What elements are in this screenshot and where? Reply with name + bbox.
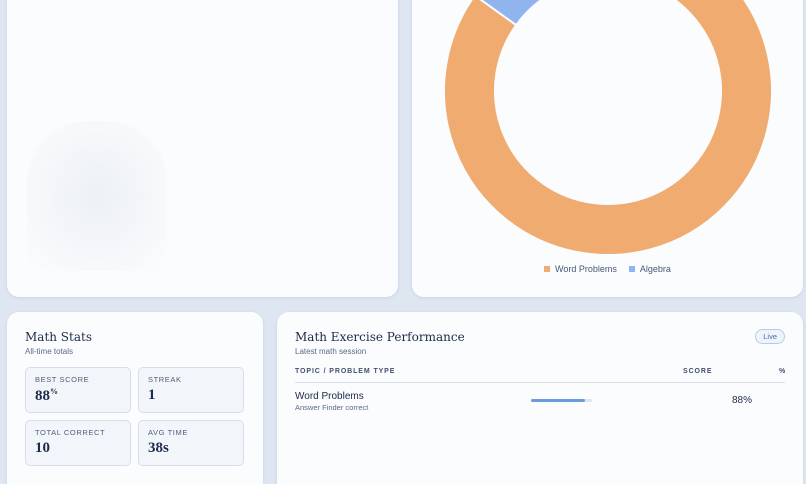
score-bar-fill	[531, 399, 585, 402]
row-percent: 88%	[732, 395, 753, 406]
stat-value: 38s	[148, 440, 169, 456]
card-subtitle: All-time totals	[25, 347, 74, 356]
live-badge: Live	[755, 329, 785, 344]
stat-label: AVG TIME	[148, 428, 188, 437]
stat-label: STREAK	[148, 375, 182, 384]
empty-chart-card	[7, 0, 398, 297]
row-subtitle: Answer Finder correct	[295, 403, 369, 412]
column-header-topic[interactable]: TOPIC / PROBLEM TYPE	[295, 368, 396, 375]
stat-avg-time: AVG TIME 38s	[138, 420, 244, 466]
card-subtitle: Latest math session	[295, 347, 367, 356]
column-header-score[interactable]: SCORE	[683, 368, 713, 375]
stat-value: 10	[35, 440, 50, 456]
stat-best-score: BEST SCORE 88%	[25, 367, 131, 413]
row-title: Word Problems	[295, 391, 364, 402]
stat-value: 1	[148, 387, 156, 403]
legend-label: Algebra	[639, 264, 671, 274]
legend-swatch	[544, 266, 551, 272]
card-title: Math Exercise Performance	[295, 330, 465, 344]
stat-label: TOTAL CORRECT	[35, 428, 106, 437]
math-stats-card: Math Stats All-time totals BEST SCORE 88…	[7, 312, 263, 484]
topic-donut-card: Word Problems Algebra	[412, 0, 803, 297]
stat-total-correct: TOTAL CORRECT 10	[25, 420, 131, 466]
donut-slice-word-problems[interactable]	[443, 0, 773, 256]
stat-label: BEST SCORE	[35, 375, 90, 384]
legend-item-algebra[interactable]: Algebra	[628, 264, 671, 274]
legend-label: Word Problems	[555, 264, 617, 274]
legend-swatch	[628, 266, 635, 272]
header-divider	[295, 382, 785, 383]
donut-chart	[443, 0, 773, 256]
donut-slice-algebra[interactable]	[475, 0, 543, 27]
column-header-percent[interactable]: %	[779, 368, 787, 375]
loading-placeholder	[27, 121, 167, 271]
stat-value: 88%	[35, 387, 58, 404]
card-title: Math Stats	[25, 330, 92, 344]
donut-legend: Word Problems Algebra	[412, 264, 803, 274]
stat-streak: STREAK 1	[138, 367, 244, 413]
exercise-performance-card: Math Exercise Performance Latest math se…	[277, 312, 803, 484]
legend-item-word-problems[interactable]: Word Problems	[544, 264, 617, 274]
score-bar	[531, 399, 592, 402]
